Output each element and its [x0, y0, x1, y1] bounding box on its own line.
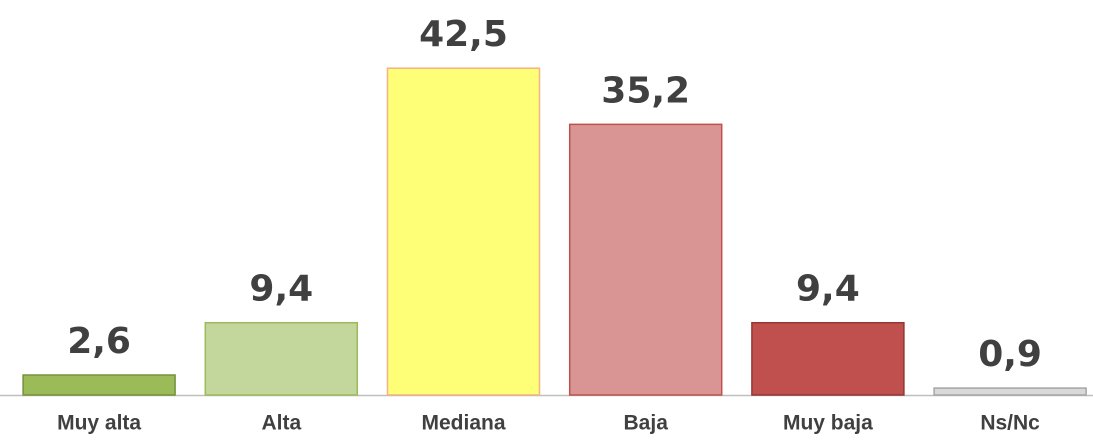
- bar: [386, 67, 541, 396]
- x-tick-label: Muy alta: [57, 412, 141, 435]
- value-label: 9,4: [796, 269, 860, 310]
- bar: [933, 387, 1087, 396]
- x-tick-label: Mediana: [421, 412, 505, 435]
- value-label: 2,6: [67, 321, 131, 362]
- bar: [22, 374, 176, 396]
- value-label: 35,2: [601, 70, 690, 111]
- bar: [568, 123, 723, 396]
- x-tick-label: Baja: [624, 412, 669, 435]
- x-tick-label: Alta: [261, 412, 301, 435]
- bar: [204, 321, 359, 396]
- x-tick-label: Ns/Nc: [980, 412, 1040, 435]
- x-tick-label: Muy baja: [783, 412, 873, 435]
- value-label: 9,4: [249, 269, 313, 310]
- value-label: 0,9: [978, 334, 1042, 375]
- bar: [751, 321, 905, 396]
- value-label: 42,5: [419, 14, 508, 55]
